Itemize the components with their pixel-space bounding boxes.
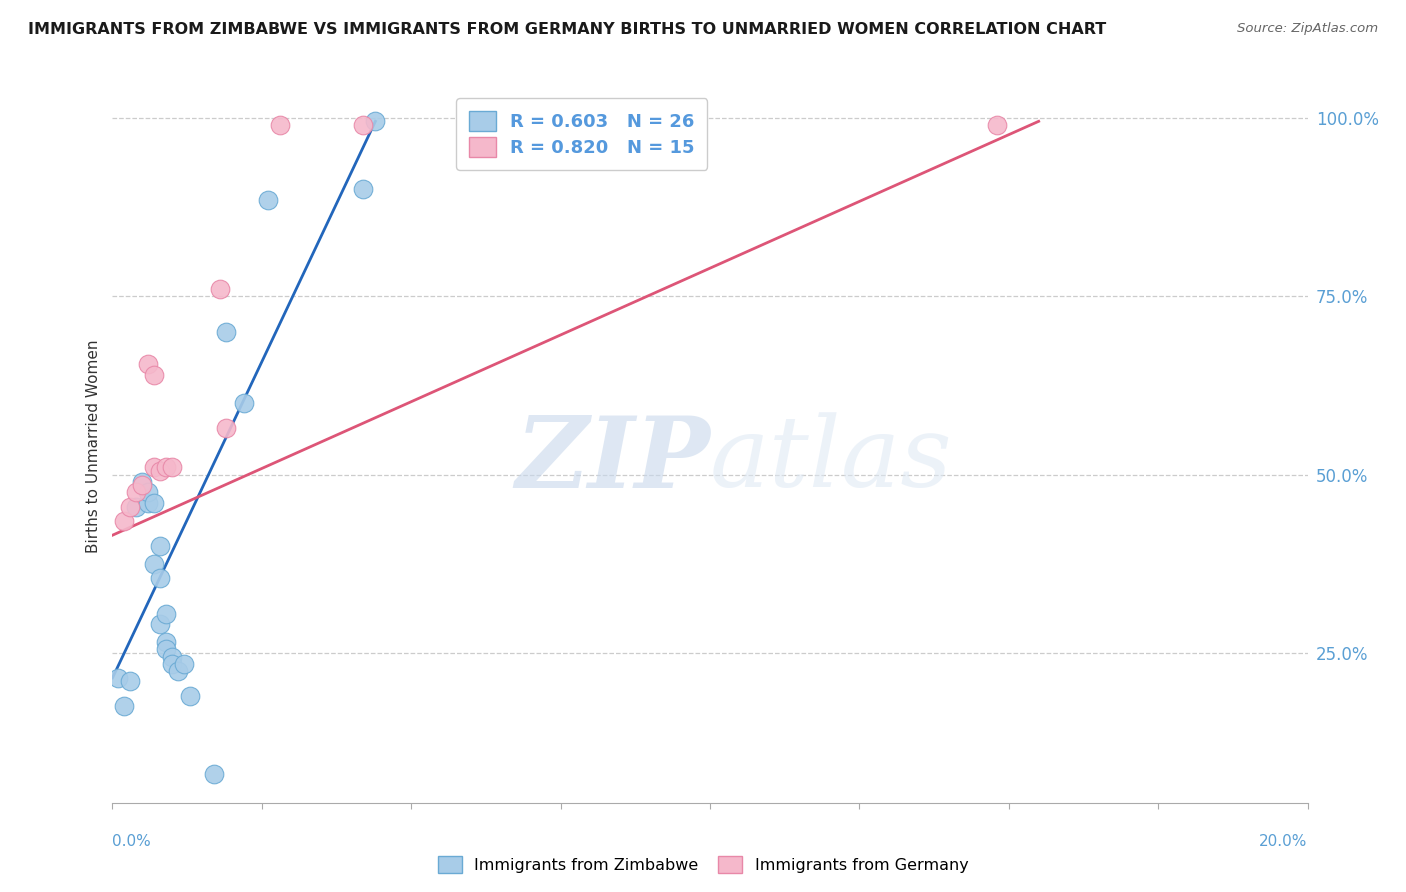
Point <box>986 118 1008 132</box>
Point <box>352 182 374 196</box>
Text: atlas: atlas <box>710 413 953 508</box>
Text: ZIP: ZIP <box>515 412 710 508</box>
Point <box>138 357 160 371</box>
Point <box>155 607 177 621</box>
Point <box>162 657 183 671</box>
Point <box>114 514 135 528</box>
Point <box>202 767 225 781</box>
Point <box>120 674 142 689</box>
Point <box>232 396 256 410</box>
Point <box>155 460 177 475</box>
Point <box>269 118 291 132</box>
Point <box>120 500 142 514</box>
Point <box>138 496 160 510</box>
Legend: Immigrants from Zimbabwe, Immigrants from Germany: Immigrants from Zimbabwe, Immigrants fro… <box>432 849 974 880</box>
Point <box>352 118 374 132</box>
Point <box>114 699 135 714</box>
Point <box>162 460 183 475</box>
Point <box>143 460 166 475</box>
Point <box>149 464 172 478</box>
Y-axis label: Births to Unmarried Women: Births to Unmarried Women <box>86 339 101 553</box>
Point <box>131 478 153 492</box>
Point <box>215 421 238 435</box>
Text: IMMIGRANTS FROM ZIMBABWE VS IMMIGRANTS FROM GERMANY BIRTHS TO UNMARRIED WOMEN CO: IMMIGRANTS FROM ZIMBABWE VS IMMIGRANTS F… <box>28 22 1107 37</box>
Legend: R = 0.603   N = 26, R = 0.820   N = 15: R = 0.603 N = 26, R = 0.820 N = 15 <box>456 98 707 169</box>
Point <box>162 649 183 664</box>
Point <box>143 496 166 510</box>
Point <box>149 571 172 585</box>
Point <box>131 475 153 489</box>
Text: 0.0%: 0.0% <box>112 834 152 849</box>
Text: Source: ZipAtlas.com: Source: ZipAtlas.com <box>1237 22 1378 36</box>
Point <box>155 642 177 657</box>
Point <box>208 282 231 296</box>
Point <box>125 485 148 500</box>
Point <box>107 671 129 685</box>
Point <box>215 325 238 339</box>
Point <box>173 657 195 671</box>
Point <box>138 485 160 500</box>
Point <box>179 689 201 703</box>
Point <box>143 557 166 571</box>
Point <box>167 664 190 678</box>
Point <box>149 539 172 553</box>
Point <box>143 368 166 382</box>
Point <box>364 114 387 128</box>
Point <box>257 193 280 207</box>
Text: 20.0%: 20.0% <box>1260 834 1308 849</box>
Point <box>155 635 177 649</box>
Point <box>125 500 148 514</box>
Point <box>149 617 172 632</box>
